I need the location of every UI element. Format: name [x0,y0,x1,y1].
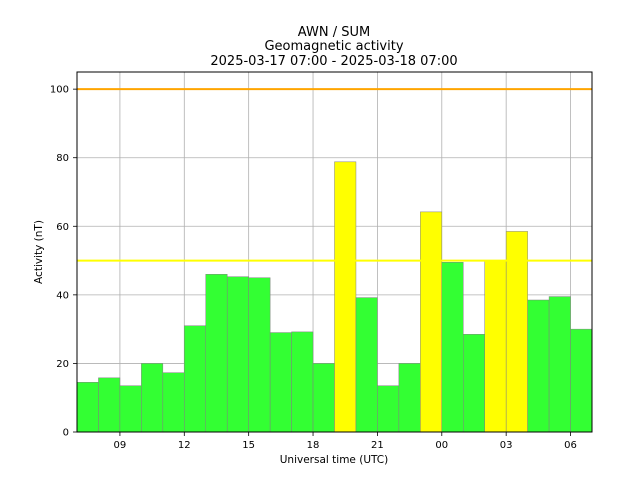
bar-17 [291,331,314,433]
bars-layer [76,161,593,433]
ticks-layer: 0 20 40 60 80 100 09 12 15 18 21 00 03 06 [50,85,577,451]
bar-02 [484,260,507,433]
bar-01 [463,334,485,433]
x-axis-label: Universal time (UTC) [280,454,388,466]
bar-20 [355,297,378,433]
chart-title-line-1: AWN / SUM [298,25,370,40]
bar-09 [119,385,142,433]
x-tick-label: 00 [435,440,448,451]
chart-title-line-3: 2025-03-17 07:00 - 2025-03-18 07:00 [210,54,457,69]
bar-04 [527,299,550,433]
bar-22 [398,363,421,433]
bar-10 [141,363,164,433]
plot-area-frame [76,71,593,433]
y-tick-label: 40 [56,290,69,301]
x-tick-label: 12 [178,440,191,451]
bar-08 [98,377,121,433]
y-tick-label: 20 [56,359,69,370]
bar-05 [548,296,571,433]
bar-18 [312,363,335,433]
x-tick-label: 09 [114,440,127,451]
chart-title-line-2: Geomagnetic activity [264,39,403,54]
bar-23 [420,211,443,433]
bar-14 [226,276,249,433]
bar-11 [162,372,185,433]
x-tick-label: 21 [371,440,384,451]
y-tick-label: 80 [56,153,69,164]
bar-21 [377,385,400,433]
x-tick-label: 06 [564,440,577,451]
bar-12 [184,325,207,433]
y-tick-label: 0 [63,428,69,439]
x-tick-label: 15 [242,440,255,451]
bar-16 [269,332,292,433]
y-tick-label: 100 [50,85,69,96]
y-axis-label: Activity (nT) [33,220,45,284]
x-tick-label: 03 [500,440,513,451]
bar-15 [248,277,271,433]
reference-lines-layer [77,88,592,262]
bar-00 [441,262,464,433]
x-tick-label: 18 [307,440,320,451]
bar-19 [334,161,357,433]
bar-06 [570,328,593,433]
bar-07 [76,382,99,433]
bar-13 [205,274,228,433]
y-tick-label: 60 [56,222,69,233]
